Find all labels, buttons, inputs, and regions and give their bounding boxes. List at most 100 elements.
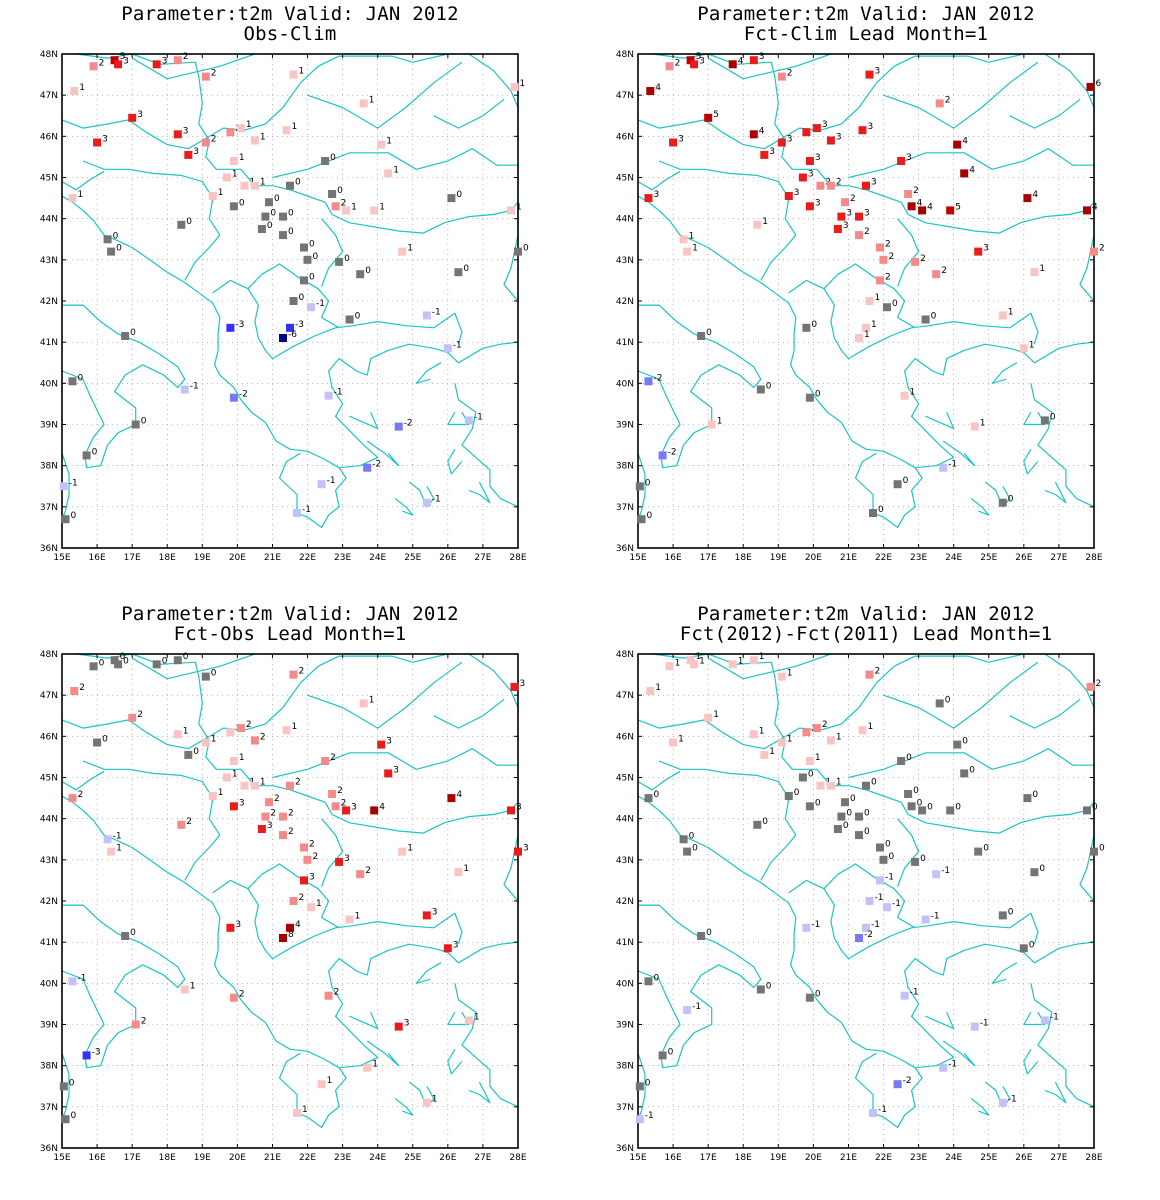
- y-tick-label: 40N: [40, 979, 58, 989]
- station-value-label: 1: [868, 722, 874, 732]
- station-marker: [911, 857, 920, 866]
- station-value-label: -1: [78, 973, 87, 983]
- station-value-label: 3: [393, 765, 399, 775]
- station-marker: [921, 315, 930, 324]
- station-marker: [61, 1115, 70, 1124]
- station-marker: [443, 344, 452, 353]
- station-value-label: 0: [983, 844, 989, 854]
- y-tick-label: 36N: [616, 1144, 634, 1154]
- stations: 00000023212010112213311111222-1123222322…: [59, 652, 529, 1124]
- station-value-label: 2: [1099, 244, 1105, 254]
- station-value-label: 1: [655, 683, 661, 693]
- coastline: [75, 653, 519, 834]
- coastline: [637, 770, 681, 791]
- station-marker: [229, 993, 238, 1002]
- station-value-label: 5: [955, 202, 961, 212]
- station-marker: [970, 1022, 979, 1031]
- station-marker: [121, 332, 130, 340]
- station-marker: [862, 923, 870, 932]
- y-tick-label: 41N: [616, 338, 634, 348]
- station-marker: [918, 206, 927, 215]
- y-tick-label: 38N: [616, 462, 634, 472]
- station-marker: [236, 124, 245, 133]
- station-marker: [370, 806, 379, 815]
- stations: 5323221111333322111111111100100000000000…: [59, 52, 529, 524]
- station-value-label: 0: [815, 798, 821, 808]
- station-marker: [826, 181, 835, 190]
- station-marker: [454, 868, 463, 877]
- station-marker: [1019, 944, 1028, 953]
- station-value-label: 0: [945, 695, 951, 705]
- station-marker: [261, 812, 270, 821]
- station-value-label: 3: [239, 798, 245, 808]
- station-value-label: 2: [941, 266, 947, 276]
- station-value-label: 2: [313, 852, 319, 862]
- station-value-label: 2: [260, 733, 266, 743]
- station-value-label: 1: [292, 122, 298, 132]
- station-value-label: 2: [270, 809, 276, 819]
- y-tick-label: 44N: [40, 215, 58, 225]
- y-tick-label: 41N: [40, 938, 58, 948]
- coastline: [925, 1011, 955, 1030]
- station-marker: [1023, 194, 1032, 203]
- x-tick-label: 19E: [770, 1153, 787, 1163]
- station-marker: [307, 303, 315, 312]
- station-value-label: 0: [766, 982, 772, 992]
- y-tick-label: 39N: [616, 1021, 634, 1031]
- x-tick-label: 22E: [875, 553, 892, 563]
- station-value-label: 0: [906, 753, 912, 763]
- station-value-label: 0: [355, 312, 361, 322]
- station-marker: [697, 932, 706, 940]
- station-marker: [324, 991, 333, 1000]
- coastline: [1079, 165, 1095, 302]
- station-value-label: 3: [102, 135, 108, 145]
- station-value-label: 4: [759, 126, 765, 136]
- station-value-label: 1: [692, 244, 698, 254]
- x-tick-label: 20E: [805, 553, 822, 563]
- station-value-label: 0: [969, 765, 975, 775]
- station-marker: [777, 138, 786, 147]
- station-marker: [507, 806, 515, 815]
- station-value-label: 0: [846, 809, 852, 819]
- station-value-label: 0: [211, 669, 217, 679]
- y-tick-label: 46N: [616, 132, 634, 142]
- station-value-label: -1: [334, 388, 343, 398]
- station-marker: [70, 687, 79, 695]
- station-value-label: 3: [699, 56, 705, 66]
- stations: 1111112210111112211001001100000000000000…: [635, 652, 1105, 1124]
- x-tick-label: 16E: [665, 1153, 682, 1163]
- station-marker: [398, 847, 407, 856]
- coastline: [707, 653, 832, 680]
- station-value-label: 2: [920, 254, 926, 264]
- station-marker: [229, 157, 238, 165]
- y-tick-label: 39N: [40, 1021, 58, 1031]
- station-value-label: 1: [769, 747, 775, 757]
- station-value-label: 2: [334, 988, 340, 998]
- station-value-label: 0: [162, 656, 168, 666]
- x-tick-label: 22E: [875, 1153, 892, 1163]
- panel-title-line2: Fct-Clim Lead Month=1: [743, 23, 989, 45]
- station-value-label: 0: [892, 299, 898, 309]
- station-marker: [447, 194, 456, 203]
- station-value-label: 1: [316, 899, 322, 909]
- station-marker: [998, 311, 1007, 320]
- station-value-label: 1: [787, 669, 793, 679]
- station-marker: [61, 515, 70, 524]
- y-tick-label: 44N: [616, 815, 634, 825]
- x-tick-label: 26E: [439, 553, 456, 563]
- station-value-label: 0: [330, 153, 336, 163]
- station-marker: [855, 212, 863, 221]
- station-value-label: 3: [235, 920, 241, 930]
- station-marker: [635, 1082, 644, 1091]
- station-value-label: 2: [299, 667, 305, 677]
- station-marker: [279, 212, 287, 221]
- station-marker: [635, 1115, 644, 1124]
- station-marker: [279, 334, 287, 342]
- station-value-label: 0: [927, 802, 933, 812]
- station-marker: [321, 757, 330, 765]
- station-value-label: 0: [794, 788, 800, 798]
- station-marker: [422, 311, 431, 320]
- station-marker: [335, 857, 344, 866]
- station-marker: [644, 377, 653, 386]
- station-marker: [637, 515, 646, 524]
